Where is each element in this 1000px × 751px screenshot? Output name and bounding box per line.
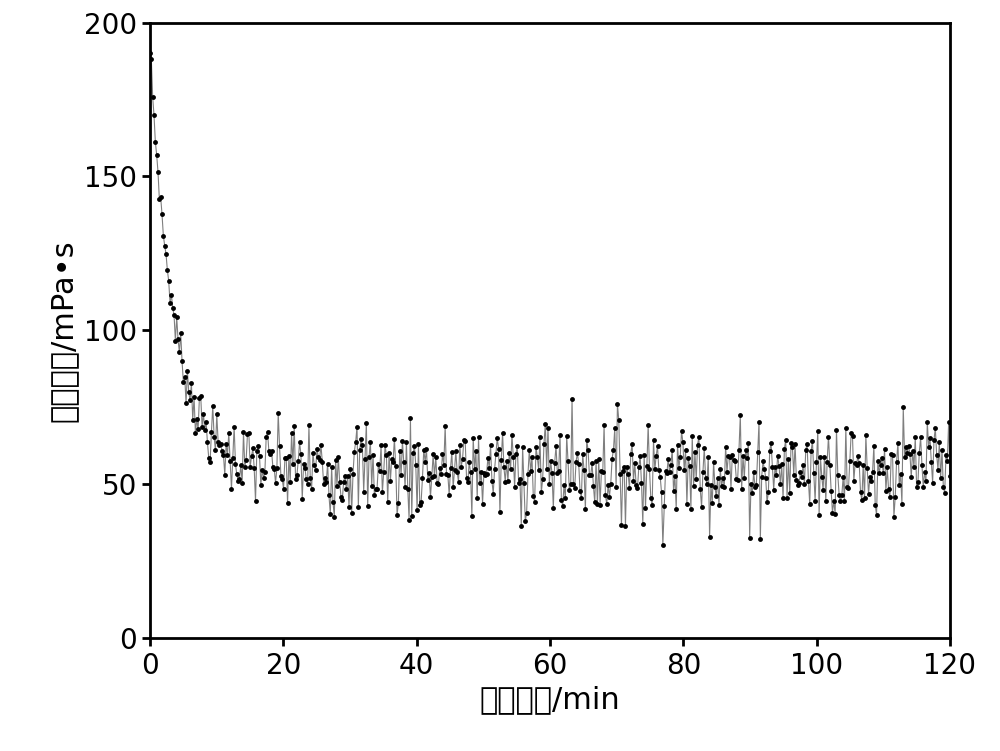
Y-axis label: 表观粘度/mPa•s: 表观粘度/mPa•s [49, 239, 78, 422]
X-axis label: 剫切时间/min: 剫切时间/min [480, 685, 620, 714]
